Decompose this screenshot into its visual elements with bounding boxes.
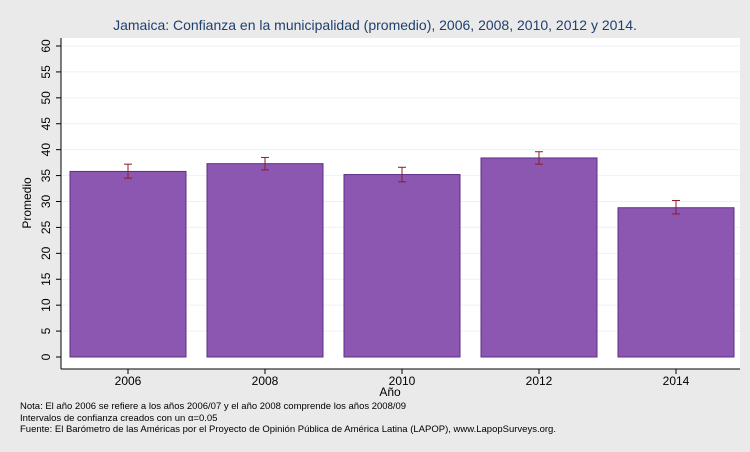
note-years: Nota: El año 2006 se refiere a los años …: [20, 401, 407, 412]
y-tick-label: 35: [39, 169, 53, 183]
x-tick-labels: 2006 2008 2010 2012 2014: [115, 374, 690, 388]
y-tick-label: 15: [39, 272, 53, 286]
bar-2014: [617, 207, 735, 358]
y-tick-label: 45: [39, 117, 53, 131]
y-tick-label: 10: [39, 298, 53, 312]
bar-2010: [343, 174, 461, 358]
y-tick-label: 20: [39, 246, 53, 260]
y-tick-label: 55: [39, 65, 53, 79]
y-tick-label: 30: [39, 195, 53, 209]
chart-notes: Nota: El año 2006 se refiere a los años …: [20, 401, 556, 436]
note-source: Fuente: El Barómetro de las Américas por…: [20, 424, 556, 435]
x-tick-label-2012: 2012: [526, 374, 553, 388]
x-axis-title: Año: [379, 385, 401, 399]
bar-2006: [69, 170, 187, 358]
note-confidence: Intervalos de confianza creados con un α…: [20, 412, 218, 424]
x-tick-label-2010: 2010: [389, 374, 416, 388]
y-tick-label: 5: [39, 327, 53, 334]
bars: [69, 157, 735, 358]
error-bars: [124, 151, 680, 215]
chart-title: Jamaica: Confianza en la municipalidad (…: [113, 17, 637, 33]
bar-2012: [480, 157, 598, 358]
y-tick-label: 40: [39, 143, 53, 157]
y-tick-labels: 0 5 10 15 20 25 30 35 40 45 50 55 60: [39, 39, 53, 360]
y-tick-label: 60: [39, 39, 53, 53]
y-axis-title: Promedio: [20, 177, 34, 229]
y-tick-label: 50: [39, 91, 53, 105]
x-tick-label-2014: 2014: [663, 374, 690, 388]
x-tick-label-2008: 2008: [252, 374, 279, 388]
y-tick-label: 25: [39, 220, 53, 234]
axes: [56, 38, 740, 374]
y-tick-label: 0: [39, 353, 53, 360]
bar-2008: [206, 163, 324, 358]
x-tick-label-2006: 2006: [115, 374, 142, 388]
